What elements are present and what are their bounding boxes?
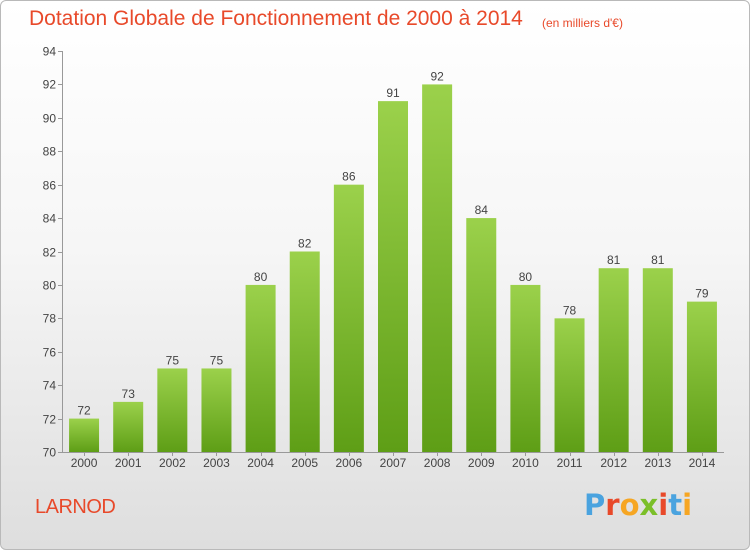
x-tick-label: 2014 (689, 456, 716, 470)
bar-value-label: 82 (298, 237, 312, 251)
y-tick-label: 90 (43, 112, 57, 126)
bar-value-label: 84 (475, 203, 489, 217)
bar (201, 368, 232, 452)
x-tick-label: 2002 (159, 456, 186, 470)
x-tick-label: 2001 (115, 456, 142, 470)
x-tick-label: 2008 (424, 456, 451, 470)
bar (69, 418, 100, 452)
bar (333, 184, 364, 452)
bar (598, 268, 629, 452)
x-tick-label: 2006 (336, 456, 363, 470)
y-tick-label: 76 (43, 346, 57, 360)
x-tick-label: 2012 (600, 456, 627, 470)
bar-value-label: 75 (210, 353, 224, 367)
bar (554, 318, 585, 452)
chart-title: Dotation Globale de Fonctionnement de 20… (29, 7, 523, 30)
bar-value-label: 81 (651, 253, 665, 267)
bar (113, 401, 144, 452)
bar (157, 368, 188, 452)
y-tick-label: 84 (43, 212, 57, 226)
bar (686, 301, 717, 452)
bar-value-label: 91 (386, 86, 400, 100)
bar-value-label: 73 (122, 387, 136, 401)
x-tick-label: 2007 (380, 456, 407, 470)
bar (642, 268, 673, 452)
logo-letter: x (639, 488, 659, 522)
commune-name: LARNOD (35, 496, 116, 518)
y-tick-label: 94 (43, 45, 57, 59)
y-tick-label: 82 (43, 246, 57, 260)
bar-value-label: 78 (563, 303, 577, 317)
bar (289, 251, 320, 452)
x-tick-label: 2011 (557, 456, 583, 470)
y-tick-label: 70 (43, 446, 57, 460)
chart-unit: (en milliers d'€) (542, 16, 623, 30)
bar (245, 284, 276, 452)
logo-letter: i (658, 488, 669, 522)
bar-value-label: 92 (430, 69, 444, 83)
bar (422, 84, 453, 453)
logo-letter: o (619, 488, 640, 522)
bar (466, 218, 497, 452)
x-tick-label: 2013 (644, 456, 671, 470)
y-tick-label: 80 (43, 279, 57, 293)
y-tick-label: 74 (43, 379, 57, 393)
bar-value-label: 86 (342, 170, 356, 184)
x-tick-label: 2003 (203, 456, 230, 470)
y-tick-label: 72 (43, 413, 57, 427)
y-tick-label: 86 (43, 179, 57, 193)
logo-letter: r (605, 488, 620, 522)
bar (510, 284, 541, 452)
logo-letter: P (584, 488, 606, 522)
x-tick-label: 2009 (468, 456, 495, 470)
logo-letter: i (682, 488, 693, 522)
logo-letter: t (668, 488, 683, 522)
x-tick-label: 2010 (512, 456, 539, 470)
x-tick-label: 2000 (71, 456, 98, 470)
x-tick-label: 2004 (247, 456, 274, 470)
proxiti-logo[interactable]: Proxiti (584, 488, 692, 522)
y-tick-label: 92 (43, 78, 57, 92)
bar-value-label: 72 (77, 404, 91, 418)
bar-value-label: 75 (166, 353, 180, 367)
bar-value-label: 81 (607, 253, 621, 267)
bar-value-label: 79 (695, 287, 709, 301)
bar-value-label: 80 (519, 270, 533, 284)
bar-value-label: 80 (254, 270, 268, 284)
bar (378, 101, 408, 452)
x-tick-label: 2005 (291, 456, 318, 470)
y-tick-label: 78 (43, 312, 57, 326)
y-tick-label: 88 (43, 145, 57, 159)
